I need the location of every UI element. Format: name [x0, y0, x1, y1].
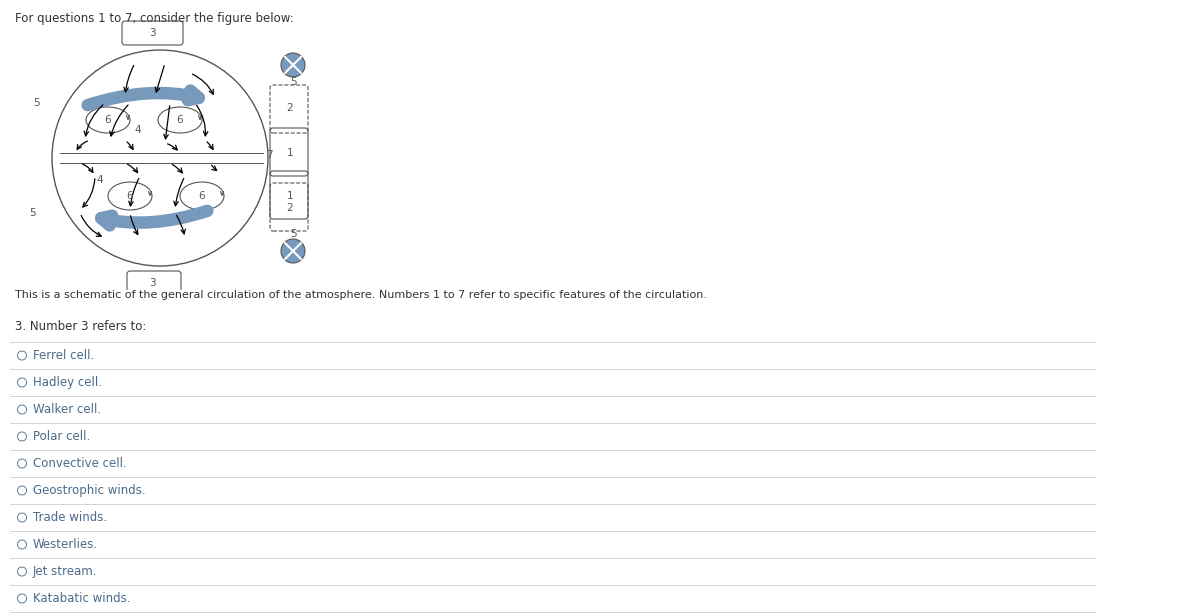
Text: 3. Number 3 refers to:: 3. Number 3 refers to: [14, 320, 146, 333]
Text: 5: 5 [34, 98, 41, 108]
Text: 5: 5 [29, 208, 35, 218]
Ellipse shape [281, 53, 305, 77]
Text: This is a schematic of the general circulation of the atmosphere. Numbers 1 to 7: This is a schematic of the general circu… [14, 290, 707, 300]
Text: 6: 6 [104, 115, 112, 125]
Text: Geostrophic winds.: Geostrophic winds. [34, 484, 145, 497]
Text: 1: 1 [287, 191, 293, 201]
Text: Jet stream.: Jet stream. [34, 565, 97, 578]
Text: Hadley cell.: Hadley cell. [34, 376, 102, 389]
Text: 6: 6 [127, 191, 133, 201]
Text: Ferrel cell.: Ferrel cell. [34, 349, 95, 362]
Text: Westerlies.: Westerlies. [34, 538, 98, 551]
Text: 2: 2 [287, 203, 293, 213]
Text: 6: 6 [199, 191, 205, 201]
Text: 3: 3 [149, 28, 155, 38]
Text: Polar cell.: Polar cell. [34, 430, 90, 443]
Text: 7: 7 [266, 150, 272, 160]
Text: Trade winds.: Trade winds. [34, 511, 107, 524]
Text: 1: 1 [287, 148, 293, 158]
Text: Walker cell.: Walker cell. [34, 403, 101, 416]
Text: 3: 3 [149, 278, 155, 288]
Text: 2: 2 [287, 103, 293, 113]
Text: 4: 4 [97, 175, 103, 185]
Text: For questions 1 to 7, consider the figure below:: For questions 1 to 7, consider the figur… [14, 12, 294, 25]
Text: Convective cell.: Convective cell. [34, 457, 127, 470]
Text: 6: 6 [176, 115, 184, 125]
Text: Katabatic winds.: Katabatic winds. [34, 592, 131, 605]
Text: 5: 5 [289, 229, 296, 239]
Text: 5: 5 [289, 77, 296, 87]
Ellipse shape [281, 239, 305, 263]
Text: 4: 4 [134, 125, 142, 135]
